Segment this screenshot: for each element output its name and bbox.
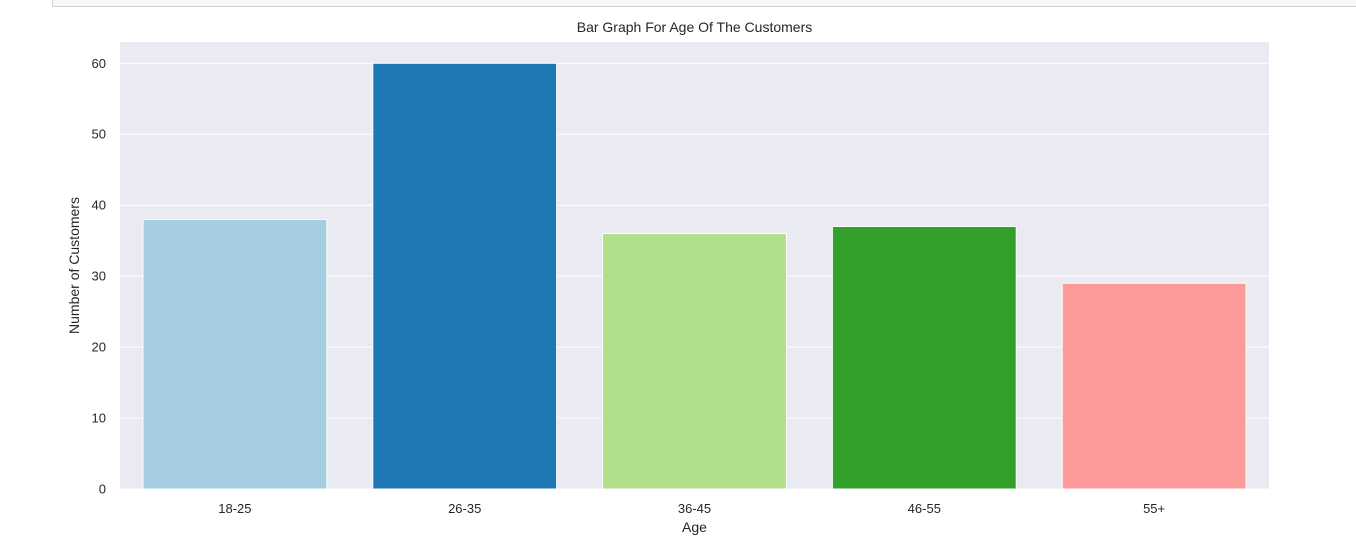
x-tick-label: 18-25 (218, 501, 251, 516)
y-tick-label: 40 (92, 198, 106, 213)
bars (142, 62, 1247, 490)
y-axis-ticks: 0 10 20 30 40 50 60 (92, 56, 106, 497)
y-tick-label: 20 (92, 340, 106, 355)
bar-36-45 (602, 233, 787, 490)
x-axis-ticks: 18-25 26-35 36-45 46-55 55+ (218, 501, 1165, 516)
y-tick-label: 60 (92, 56, 106, 71)
x-tick-label: 36-45 (678, 501, 711, 516)
bar-26-35 (372, 62, 558, 490)
x-axis-label: Age (682, 519, 707, 535)
y-tick-label: 10 (92, 411, 106, 426)
notebook-cell-frame (52, 0, 1356, 7)
bar-46-55 (831, 225, 1017, 490)
y-axis-label: Number of Customers (66, 197, 82, 334)
bar-18-25 (142, 218, 328, 490)
x-tick-label: 26-35 (448, 501, 481, 516)
x-tick-label: 55+ (1143, 501, 1165, 516)
y-tick-label: 0 (99, 482, 106, 497)
bar-55+ (1061, 282, 1247, 490)
y-tick-label: 50 (92, 127, 106, 142)
x-tick-label: 46-55 (908, 501, 941, 516)
chart-title: Bar Graph For Age Of The Customers (577, 19, 813, 35)
y-tick-label: 30 (92, 269, 106, 284)
